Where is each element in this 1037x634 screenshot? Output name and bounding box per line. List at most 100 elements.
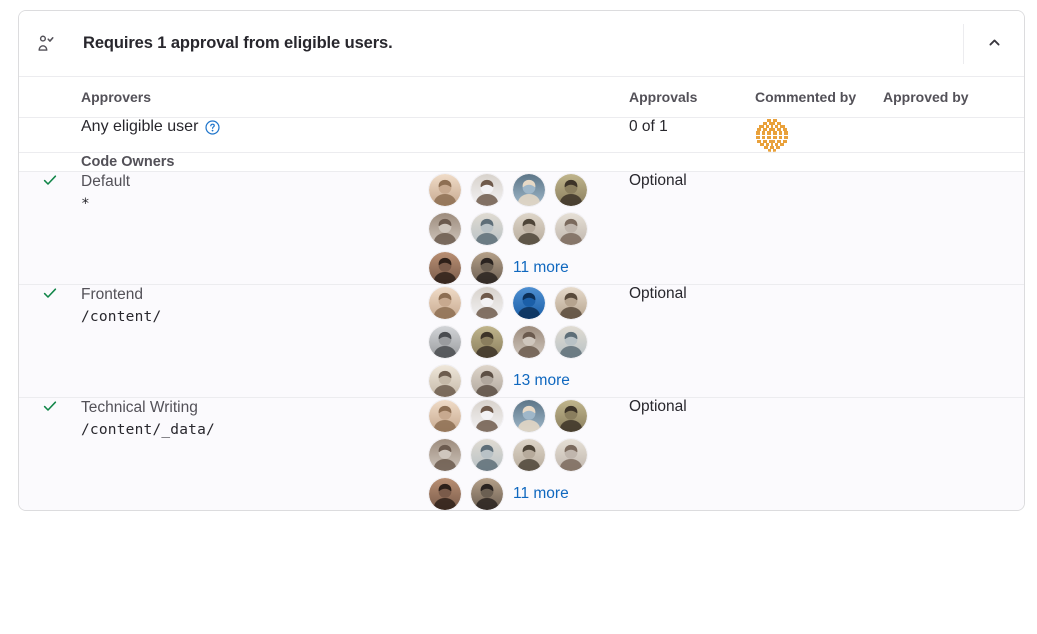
avatar-3[interactable] xyxy=(513,287,545,319)
more-approvers-link[interactable]: 11 more xyxy=(513,259,569,276)
rule-name-label: Frontend xyxy=(81,286,144,303)
cell-approved-check xyxy=(19,171,81,285)
cell-any-eligible-approved-by xyxy=(883,117,1024,153)
cell-any-eligible-label: Any eligible user xyxy=(81,117,629,153)
avatar-7[interactable] xyxy=(513,213,545,245)
cell-code-owners-label: Code Owners xyxy=(81,152,1024,172)
cell-rule-name: Default * xyxy=(81,171,429,285)
table-row-rule: Frontend/content/13 more Optional xyxy=(19,284,1024,398)
avatar-9[interactable] xyxy=(429,365,461,397)
cell-rule-commented-by xyxy=(755,284,883,398)
rule-path-label: /content/ xyxy=(81,308,162,325)
any-eligible-user-text: Any eligible user xyxy=(81,118,199,135)
cell-any-eligible-commented-by xyxy=(755,117,883,153)
avatar-grid: 11 more xyxy=(429,172,605,284)
avatar-2[interactable] xyxy=(471,174,503,206)
cell-rule-approvals: Optional xyxy=(629,171,755,285)
check-icon xyxy=(42,175,58,192)
avatar-1[interactable] xyxy=(429,400,461,432)
table-row-rule: Technical Writing/content/_data/11 more O… xyxy=(19,397,1024,510)
rule-approvals-status: Optional xyxy=(629,285,687,302)
cell-approved-check xyxy=(19,397,81,510)
chevron-up-icon xyxy=(987,35,1002,53)
avatar-5[interactable] xyxy=(429,213,461,245)
cell-rule-approved-by xyxy=(883,171,1024,285)
rule-path-label: /content/_data/ xyxy=(81,421,215,438)
check-icon xyxy=(42,401,58,418)
avatar-5[interactable] xyxy=(429,439,461,471)
avatar-9[interactable] xyxy=(429,478,461,510)
approvals-header: Requires 1 approval from eligible users. xyxy=(19,11,1024,77)
avatar-8[interactable] xyxy=(555,326,587,358)
rule-name-label: Default xyxy=(81,173,131,190)
cell-rule-approved-by xyxy=(883,284,1024,398)
approvals-card: Requires 1 approval from eligible users.… xyxy=(18,10,1025,511)
cell-rule-approvals: Optional xyxy=(629,284,755,398)
cell-rule-approvals: Optional xyxy=(629,397,755,510)
cell-rule-avatars: 11 more xyxy=(429,171,629,285)
cell-rule-name: Frontend/content/ xyxy=(81,284,429,398)
avatar-6[interactable] xyxy=(471,439,503,471)
avatar-4[interactable] xyxy=(555,400,587,432)
cell-rule-avatars: 13 more xyxy=(429,284,629,398)
approvals-title: Requires 1 approval from eligible users. xyxy=(83,34,393,52)
avatar-10[interactable] xyxy=(471,252,503,284)
avatar-4[interactable] xyxy=(555,174,587,206)
avatar-1[interactable] xyxy=(429,287,461,319)
cell-approved-check xyxy=(19,284,81,398)
rule-path-label: * xyxy=(81,195,90,212)
identicon-avatar[interactable] xyxy=(755,118,789,152)
avatar-grid: 13 more xyxy=(429,285,605,397)
table-row-rule: Default * 11 more Optional xyxy=(19,171,1024,285)
avatar-8[interactable] xyxy=(555,439,587,471)
th-approvers: Approvers xyxy=(81,77,629,118)
any-eligible-approvals-count: 0 of 1 xyxy=(629,118,668,135)
header-divider xyxy=(963,23,964,64)
avatar-4[interactable] xyxy=(555,287,587,319)
th-spacer xyxy=(19,77,81,118)
code-owners-label: Code Owners xyxy=(81,154,175,170)
th-approvals: Approvals xyxy=(629,77,755,118)
rule-approvals-status: Optional xyxy=(629,398,687,415)
rule-name-label: Technical Writing xyxy=(81,399,198,416)
avatar-6[interactable] xyxy=(471,326,503,358)
table-row-any-eligible-user: Any eligible user 0 of 1 xyxy=(19,117,1024,153)
avatar-2[interactable] xyxy=(471,400,503,432)
avatar-7[interactable] xyxy=(513,326,545,358)
avatar-grid: 11 more xyxy=(429,398,605,510)
avatar-1[interactable] xyxy=(429,174,461,206)
avatar-10[interactable] xyxy=(471,365,503,397)
avatar-3[interactable] xyxy=(513,174,545,206)
cell-rule-avatars: 11 more xyxy=(429,397,629,510)
avatar-5[interactable] xyxy=(429,326,461,358)
question-circle-icon[interactable] xyxy=(205,119,220,135)
cell-rule-name: Technical Writing/content/_data/ xyxy=(81,397,429,510)
collapse-toggle-button[interactable] xyxy=(964,12,1024,76)
table-head: Approvers Approvals Commented by Approve… xyxy=(19,77,1024,118)
more-approvers-link[interactable]: 13 more xyxy=(513,372,570,389)
approvals-table: Approvers Approvals Commented by Approve… xyxy=(19,77,1024,510)
table-body: Any eligible user 0 of 1 xyxy=(19,117,1024,510)
cell-any-eligible-approvals: 0 of 1 xyxy=(629,117,755,153)
cell-section-spacer xyxy=(19,152,81,172)
th-commented-by: Commented by xyxy=(755,77,883,118)
avatar-2[interactable] xyxy=(471,287,503,319)
avatar-6[interactable] xyxy=(471,213,503,245)
check-icon xyxy=(42,288,58,305)
avatar-3[interactable] xyxy=(513,400,545,432)
avatar-8[interactable] xyxy=(555,213,587,245)
table-header-row: Approvers Approvals Commented by Approve… xyxy=(19,77,1024,118)
more-approvers-link[interactable]: 11 more xyxy=(513,485,569,502)
cell-rule-approved-by xyxy=(883,397,1024,510)
cell-rule-commented-by xyxy=(755,171,883,285)
table-row-code-owners-section: Code Owners xyxy=(19,152,1024,172)
approval-user-icon xyxy=(37,35,65,52)
header-actions xyxy=(959,11,1024,76)
cell-check-spacer xyxy=(19,117,81,153)
avatar-7[interactable] xyxy=(513,439,545,471)
th-approved-by: Approved by xyxy=(883,77,1024,118)
rule-approvals-status: Optional xyxy=(629,172,687,189)
avatar-9[interactable] xyxy=(429,252,461,284)
avatar-10[interactable] xyxy=(471,478,503,510)
cell-rule-commented-by xyxy=(755,397,883,510)
